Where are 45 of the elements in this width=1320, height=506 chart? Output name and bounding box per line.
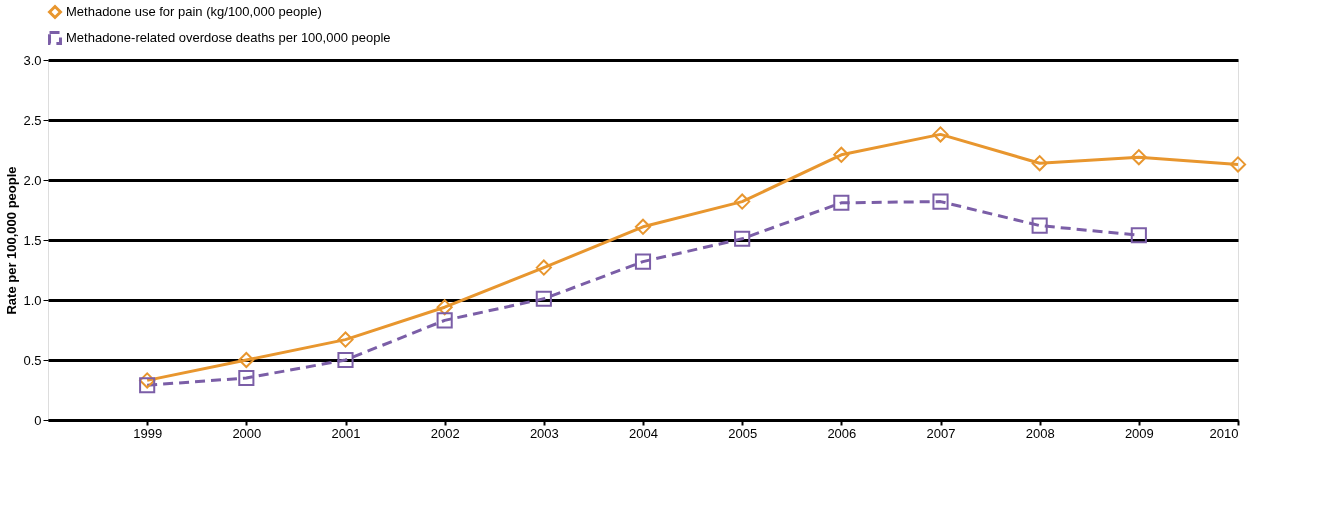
point xyxy=(833,194,850,211)
point xyxy=(238,351,255,369)
y-tick-label: 1.5 xyxy=(23,232,42,248)
x-tick-label: 2008 xyxy=(1025,425,1055,441)
point xyxy=(1031,155,1048,172)
y-tick-label: 0 xyxy=(34,412,42,428)
point xyxy=(634,218,652,235)
point xyxy=(337,351,354,369)
x-tick-label: 2001 xyxy=(331,425,361,441)
point xyxy=(139,372,156,389)
point xyxy=(238,369,255,387)
point xyxy=(436,312,453,329)
x-tick-label: 2005 xyxy=(728,425,758,441)
y-axis-title: Rate per 100,000 people xyxy=(4,166,20,315)
point xyxy=(535,290,552,307)
y-tick-label: 1.0 xyxy=(23,292,42,308)
point xyxy=(932,126,949,143)
x-tick-label: 1999 xyxy=(133,425,163,441)
legend-label: Methadone use for pain (kg/100,000 people) xyxy=(66,4,322,19)
y-tick-label: 2.5 xyxy=(23,112,42,128)
legend-label: Methadone-related overdose deaths per 100,000 people xyxy=(66,30,391,45)
point xyxy=(634,253,652,270)
x-tick-label: 2002 xyxy=(430,425,460,441)
x-tick-label: 2000 xyxy=(232,425,262,441)
point xyxy=(734,230,751,247)
x-tick-label: 2009 xyxy=(1124,425,1154,441)
point xyxy=(734,193,751,210)
point xyxy=(833,146,850,163)
x-tick-label: 2006 xyxy=(827,425,857,441)
point xyxy=(337,331,354,348)
point xyxy=(139,377,156,394)
y-tick-label: 2.0 xyxy=(23,172,42,188)
point xyxy=(1229,156,1247,173)
point xyxy=(932,193,949,210)
point xyxy=(1031,217,1048,234)
point xyxy=(535,259,552,276)
x-tick-label: 2007 xyxy=(926,425,956,441)
x-tick-label: 2004 xyxy=(629,425,658,441)
x-tick-label: 2010 xyxy=(1209,425,1239,441)
point xyxy=(1130,149,1147,166)
point xyxy=(1130,227,1147,244)
x-tick-label: 2003 xyxy=(529,425,559,441)
y-tick-label: 0.5 xyxy=(23,352,42,368)
point xyxy=(436,299,453,316)
y-tick-label: 3.0 xyxy=(23,52,42,68)
